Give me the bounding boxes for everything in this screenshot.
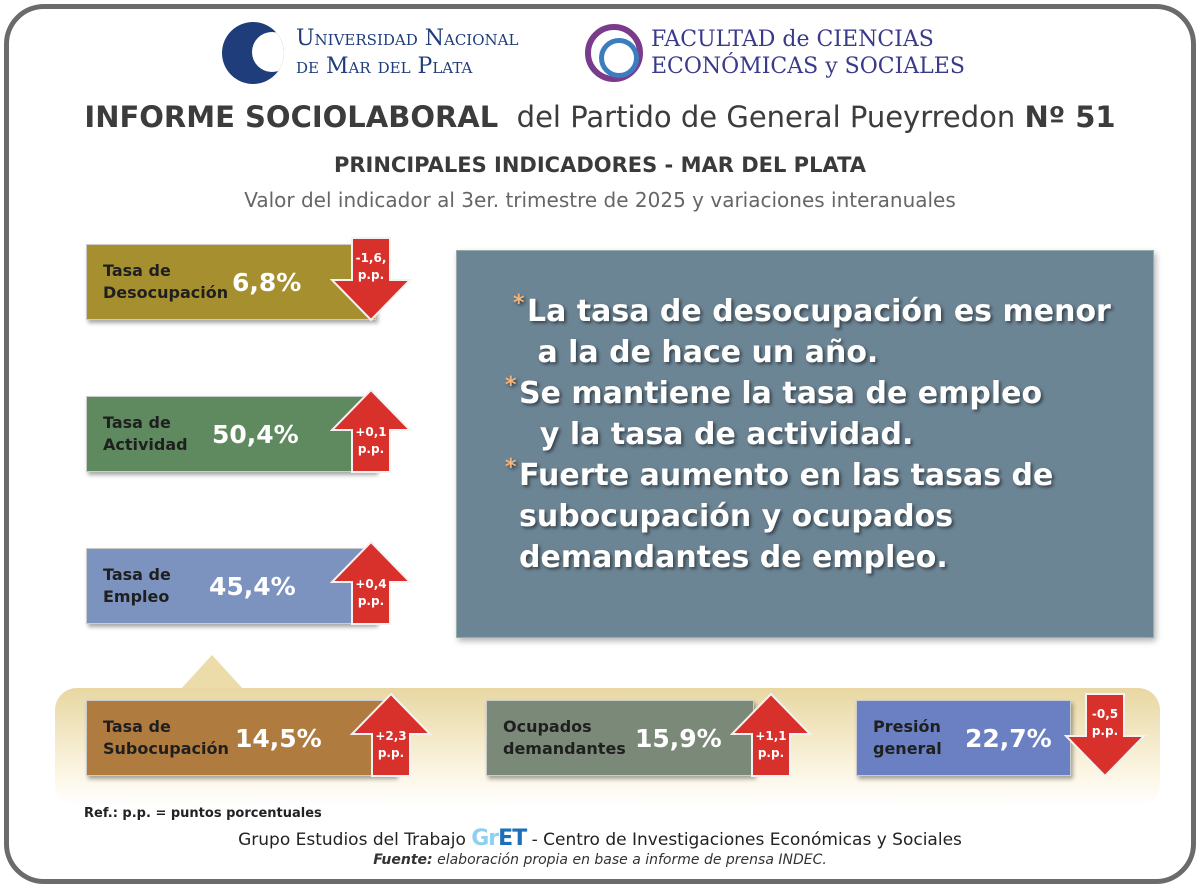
band-pointer xyxy=(180,655,244,690)
asterisk-icon: * xyxy=(505,455,517,480)
indicator-card: Tasa de Subocupación 14,5% xyxy=(86,700,396,776)
indicator-value: 15,9% xyxy=(635,723,722,753)
faculty-emblem-icon xyxy=(585,24,643,82)
arrow-up-icon: +2,3 p.p. xyxy=(350,692,432,778)
asterisk-icon: * xyxy=(513,291,525,316)
subtitle: PRINCIPALES INDICADORES - MAR DEL PLATA xyxy=(333,153,867,177)
unmdp-logo: Universidad Nacional de Mar del Plata xyxy=(222,22,518,84)
group-credit: Grupo Estudios del Trabajo GrET - Centro… xyxy=(238,826,962,851)
indicator-value: 45,4% xyxy=(209,571,296,601)
arrow-down-icon: -1,6, p.p. xyxy=(330,236,412,322)
arrow-shape xyxy=(350,692,432,777)
indicator-value: 14,5% xyxy=(235,723,322,753)
arrow-up-icon: +1,1 p.p. xyxy=(730,692,812,778)
indicator-label: Presión general xyxy=(873,717,942,758)
description: Valor del indicador al 3er. trimestre de… xyxy=(244,188,956,212)
highlight-2: * Se mantiene la tasa de empleo y la tasa… xyxy=(505,373,1153,455)
change-value: +1,1 p.p. xyxy=(755,729,787,760)
indicator-label: Tasa de Actividad xyxy=(103,413,188,454)
arrow-shape xyxy=(330,388,412,473)
change-value: +2,3 p.p. xyxy=(375,729,407,760)
indicator-value: 50,4% xyxy=(212,419,299,449)
indicator-card: Tasa de Desocupación 6,8% xyxy=(86,244,376,320)
change-value: -1,6, p.p. xyxy=(355,251,387,282)
indicator-value: 6,8% xyxy=(232,267,302,297)
gret-logo: GrET xyxy=(471,826,527,851)
arrow-shape xyxy=(730,692,812,777)
indicator-label: Tasa de Empleo xyxy=(103,565,171,606)
arrow-shape xyxy=(330,540,412,625)
arrow-shape xyxy=(330,237,412,322)
indicator-label: Tasa de Subocupación xyxy=(103,717,229,758)
indicator-label: Tasa de Desocupación xyxy=(103,261,229,302)
change-value: -0,5 p.p. xyxy=(1091,707,1119,738)
fac-name-1: FACULTAD de CIENCIAS xyxy=(651,27,934,52)
indicator-card: Tasa de Actividad 50,4% xyxy=(86,396,376,472)
faculty-logo: FACULTAD de CIENCIAS ECONÓMICAS y SOCIALE… xyxy=(585,24,965,82)
arrow-up-icon: +0,1 p.p. xyxy=(330,388,412,474)
arrow-shape xyxy=(1064,693,1146,778)
indicator-card: Ocupados demandantes 15,9% xyxy=(486,700,754,776)
page-title: INFORME SOCIOLABORAL del Partido de Gene… xyxy=(84,100,1116,134)
arrow-up-icon: +0,4 p.p. xyxy=(330,540,412,626)
highlight-1: * La tasa de desocupación es menor a la d… xyxy=(513,291,1153,373)
source-note: Fuente: elaboración propia en base a inf… xyxy=(373,852,827,868)
change-value: +0,1 p.p. xyxy=(355,425,387,456)
asterisk-icon: * xyxy=(505,373,517,398)
reference-note: Ref.: p.p. = puntos porcentuales xyxy=(84,806,322,821)
fac-name-2: ECONÓMICAS y SOCIALES xyxy=(651,54,965,79)
unmdp-emblem-icon xyxy=(222,22,284,84)
arrow-down-icon: -0,5 p.p. xyxy=(1064,692,1146,778)
indicator-label: Ocupados demandantes xyxy=(503,717,626,758)
indicator-card: Presión general 22,7% xyxy=(856,700,1071,776)
univ-name-1: Universidad Nacional xyxy=(296,26,519,51)
univ-name-2: de Mar del Plata xyxy=(296,54,473,79)
change-value: +0,4 p.p. xyxy=(355,577,387,608)
indicator-card: Tasa de Empleo 45,4% xyxy=(86,548,376,624)
highlight-3: * Fuerte aumento en las tasas de subocupac… xyxy=(505,455,1153,578)
indicator-value: 22,7% xyxy=(965,723,1052,753)
highlights-box: * La tasa de desocupación es menor a la d… xyxy=(456,250,1154,638)
